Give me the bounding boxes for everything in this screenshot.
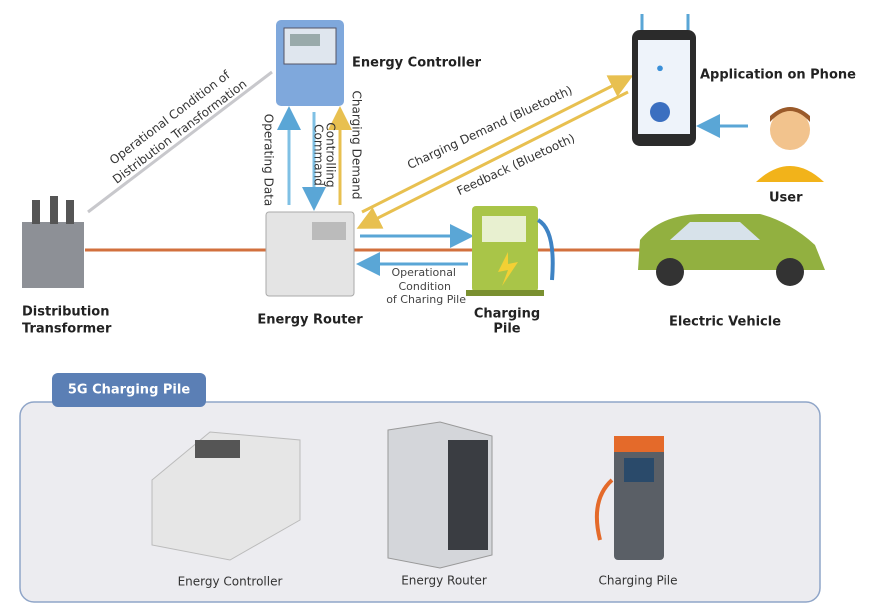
- node-label: Application on Phone: [700, 68, 856, 83]
- edge-label: Operational: [391, 266, 456, 279]
- edge-label: Distribution Transformation: [110, 77, 249, 187]
- phone-screen-mark: •: [655, 60, 665, 79]
- edge-label: Command: [312, 124, 326, 186]
- node-label: User: [769, 191, 803, 206]
- edge-label: Charging Demand (Bluetooth): [405, 83, 574, 172]
- edge-label: Operating Data: [262, 114, 276, 206]
- panel-title: 5G Charging Pile: [68, 383, 191, 398]
- edge-label: of Charing Pile: [386, 293, 466, 306]
- energy-router-icon: [266, 212, 354, 296]
- node-label: Charging: [474, 307, 540, 322]
- panel-item-label: Energy Controller: [178, 575, 283, 589]
- phone-icon: •: [632, 30, 696, 146]
- transformer-icon: [22, 196, 84, 288]
- node-label: Distribution: [22, 305, 109, 320]
- node-label: Transformer: [22, 322, 112, 337]
- node-label: Energy Router: [257, 313, 363, 328]
- electric-vehicle-icon: [638, 214, 825, 286]
- edge-label: Charging Demand: [350, 91, 364, 200]
- node-label: Electric Vehicle: [669, 315, 781, 330]
- energy-controller-icon: [276, 20, 344, 106]
- panel-item-label: Charging Pile: [598, 574, 677, 588]
- diagram: • Energy Controller Application on Phone…: [0, 0, 870, 607]
- edge-label: Condition: [399, 280, 452, 293]
- user-icon: [756, 107, 824, 182]
- panel-item-label: Energy Router: [401, 574, 487, 588]
- node-label: Energy Controller: [352, 56, 482, 71]
- node-label: Pile: [493, 322, 520, 337]
- page: • Energy Controller Application on Phone…: [0, 0, 870, 607]
- router-photo: [388, 422, 492, 568]
